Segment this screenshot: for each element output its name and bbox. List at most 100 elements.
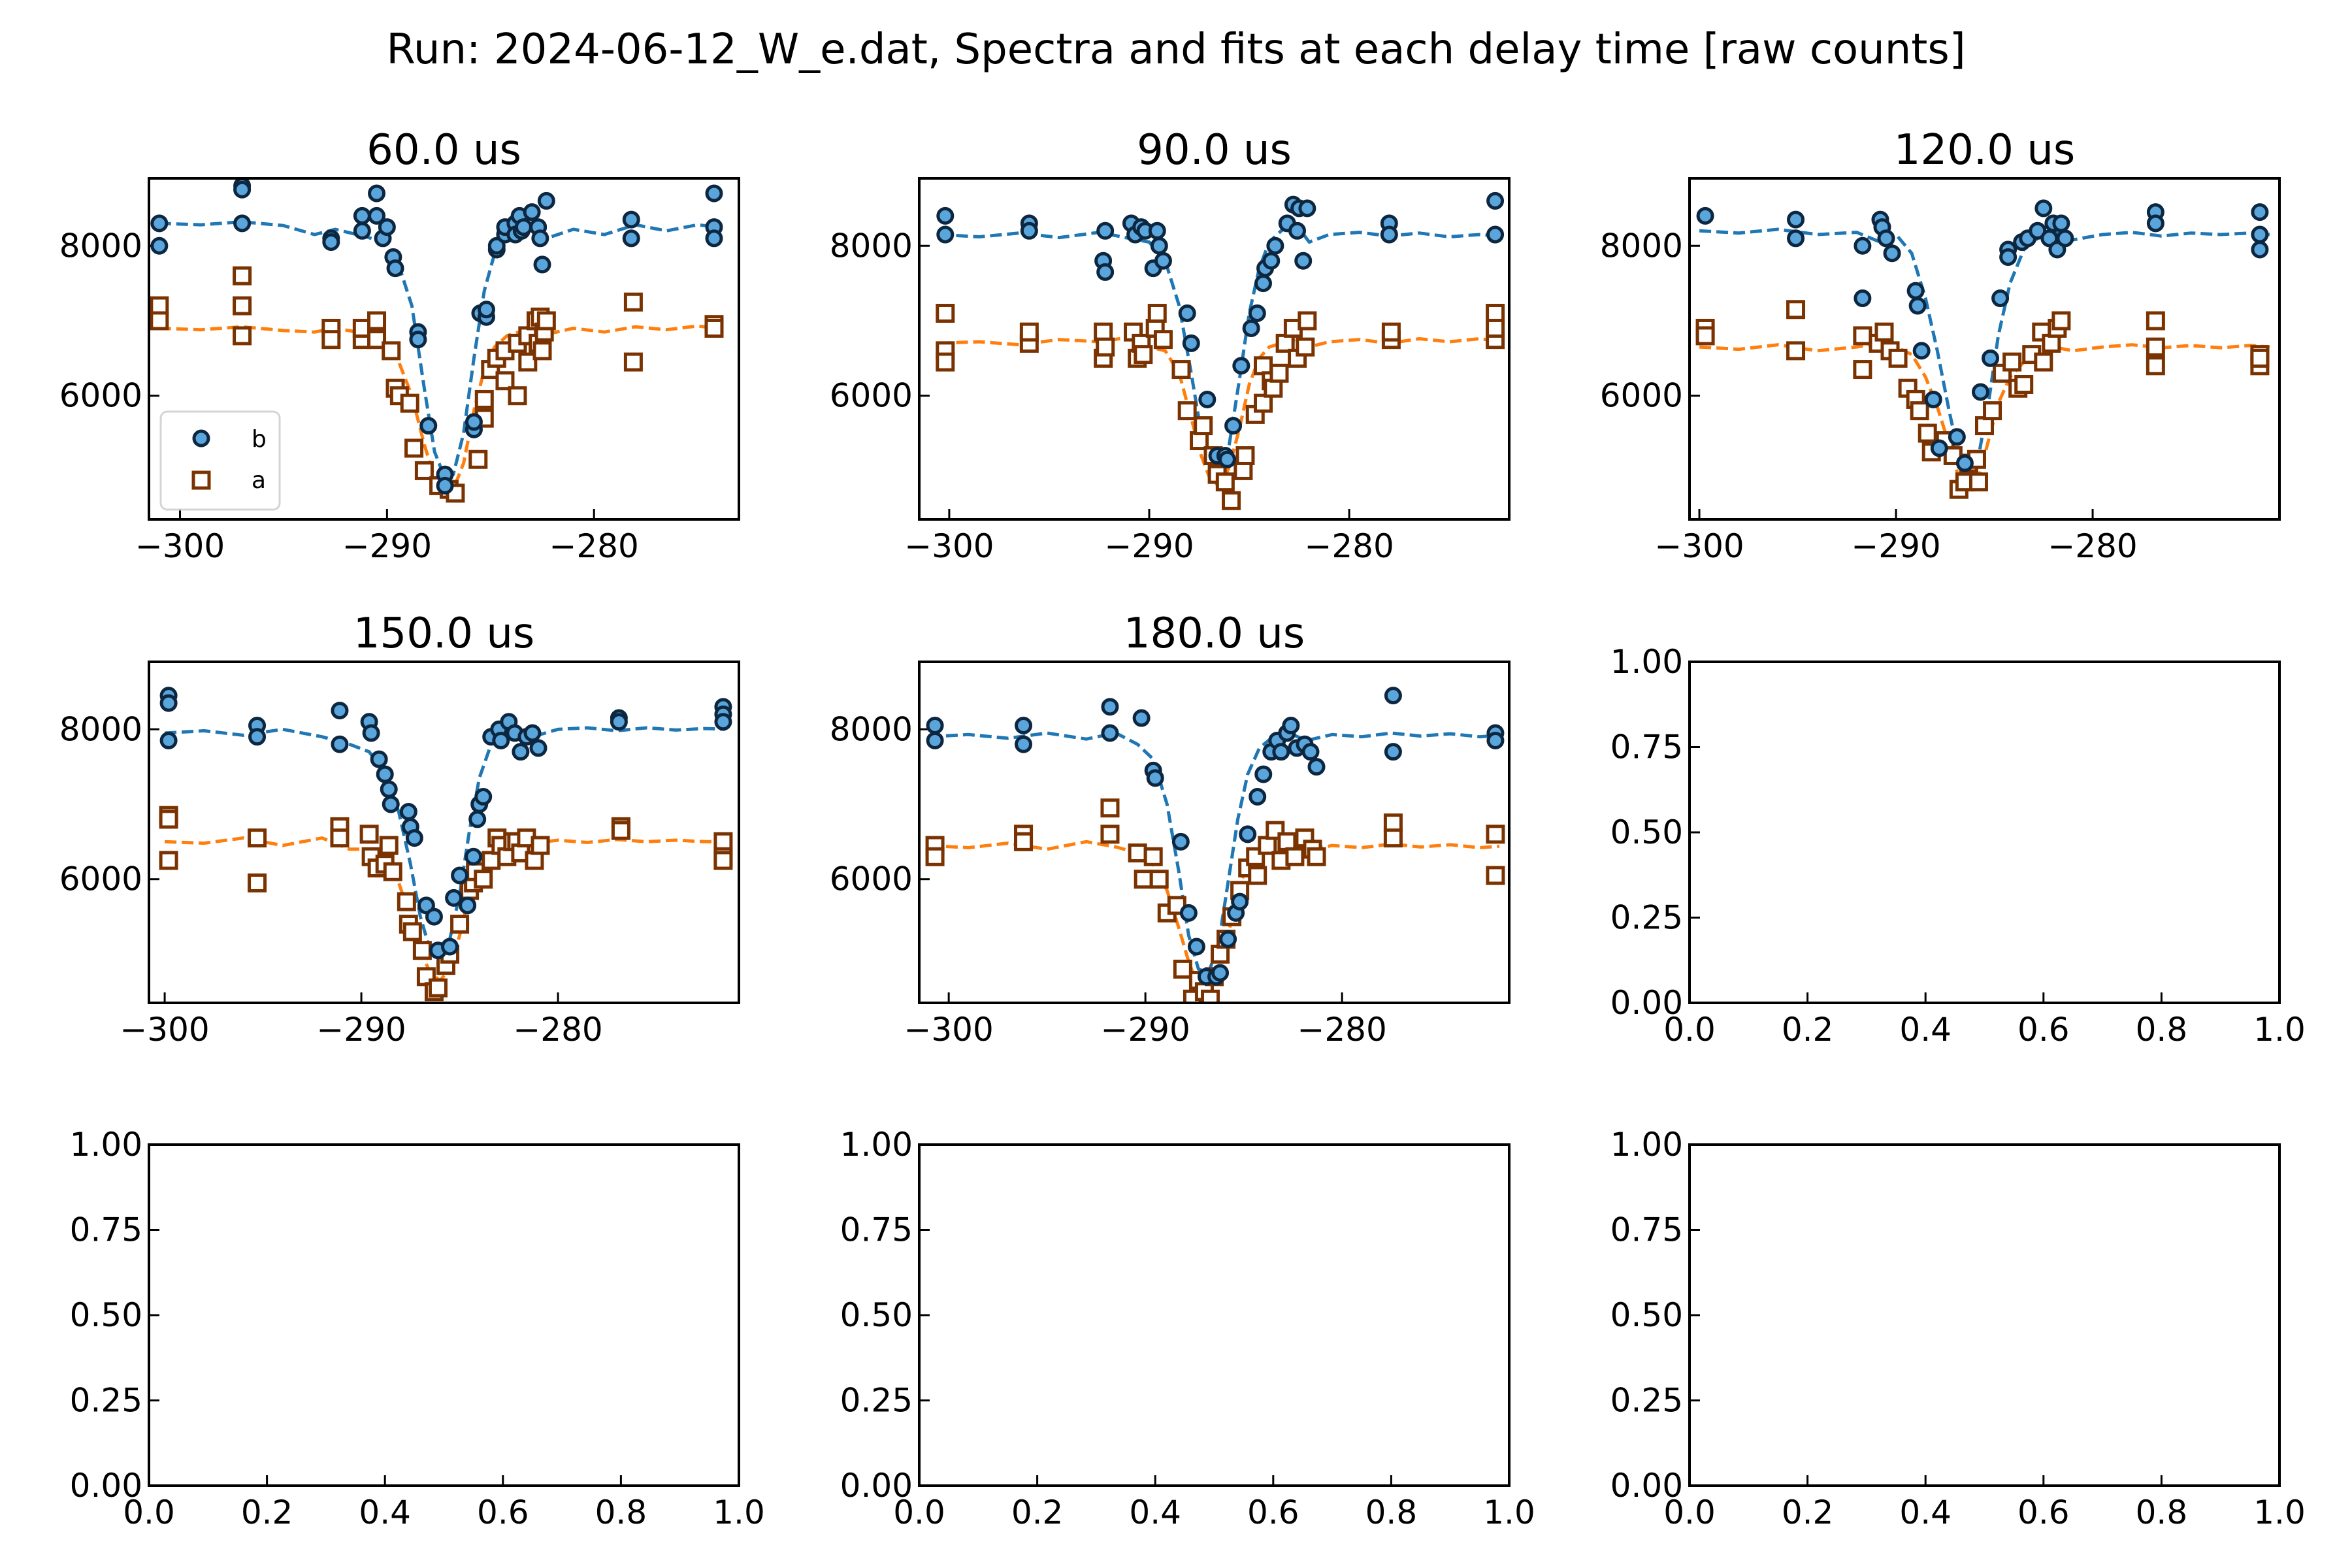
axes-frame (1688, 661, 2281, 1004)
series-b-point (1908, 297, 1927, 315)
series-b-point (1486, 225, 1505, 244)
series-a-point (1171, 360, 1191, 380)
series-b-point (926, 731, 944, 749)
series-a-point (495, 371, 515, 391)
series-a-point (1253, 393, 1273, 413)
series-a-point (704, 318, 724, 338)
series-b-point (451, 866, 469, 885)
x-tick-label: 0.0 (1663, 1011, 1716, 1049)
series-b-point (1231, 892, 1249, 911)
series-a-point (1233, 461, 1253, 480)
axes-frame (918, 661, 1511, 1004)
series-a-point (468, 449, 488, 469)
series-b-point (1101, 724, 1119, 742)
series-a-point (2002, 352, 2022, 372)
series-a-point (248, 828, 267, 848)
series-a-point (404, 438, 424, 458)
series-b-point (1101, 698, 1119, 716)
x-tick-label: 0.2 (1782, 1011, 1834, 1049)
x-tick-label: 0.8 (2136, 1011, 2188, 1049)
y-tick-label: 8000 (830, 227, 913, 265)
x-tick-label: −280 (1304, 527, 1394, 565)
series-a-point (150, 311, 169, 331)
y-tick-label: 0.50 (840, 1296, 913, 1334)
series-a-point (1910, 401, 1929, 421)
plot-area (159, 687, 733, 1002)
series-b-point (487, 237, 506, 255)
series-b-point (1096, 221, 1115, 240)
x-tick-label: 0.6 (2017, 1494, 2070, 1531)
y-tick-label: 0.25 (840, 1382, 913, 1420)
series-a-point (159, 851, 178, 870)
series-a-point (450, 915, 470, 934)
series-a-point (1277, 832, 1297, 851)
series-a-point (936, 352, 955, 372)
series-a-point (1285, 847, 1305, 866)
series-a-point (1173, 959, 1192, 979)
series-a-point (233, 296, 252, 316)
series-b-point (1380, 225, 1398, 244)
series-b-point (1179, 904, 1198, 922)
series-a-point (1874, 322, 1894, 342)
series-b-point (1486, 191, 1505, 210)
series-b-point (1854, 237, 1872, 255)
series-b-point (1242, 319, 1260, 337)
series-a-point (1248, 866, 1267, 885)
x-tick-label: −280 (2048, 527, 2137, 565)
series-a-point (936, 304, 955, 323)
series-a-point (1918, 423, 1937, 443)
panel-title: 90.0 us (1137, 126, 1292, 174)
series-b-point (2251, 203, 2269, 221)
series-a-point (1383, 828, 1403, 848)
series-b-point (1154, 252, 1172, 270)
axes-frame (1688, 177, 2281, 521)
series-a-point (1786, 341, 1806, 361)
series-b-point (610, 713, 628, 731)
series-b-point (322, 233, 340, 252)
series-a-point (1100, 825, 1120, 844)
series-a-point (536, 311, 556, 331)
axes-frame (148, 177, 740, 521)
series-b-point (1262, 252, 1281, 270)
series-a-point (2051, 311, 2071, 331)
y-tick-label: 0.25 (70, 1382, 142, 1420)
series-b-point (445, 889, 463, 907)
series-a-point (233, 266, 252, 286)
y-tick-label: 6000 (830, 860, 913, 898)
x-tick-label: −300 (135, 527, 225, 565)
axes-frame (148, 661, 740, 1004)
x-tick-label: 1.0 (1483, 1494, 1535, 1531)
series-b-point (1148, 221, 1166, 240)
series-b-point (936, 225, 955, 244)
series-b-point (441, 938, 459, 956)
series-a-point (402, 922, 422, 941)
series-a-point (532, 341, 552, 361)
x-tick-label: 0.4 (1899, 1011, 1952, 1049)
series-a-point (2146, 356, 2165, 376)
fit-line-a (159, 324, 719, 495)
series-b-point (468, 810, 487, 828)
series-a-point (150, 296, 169, 316)
series-b-point (331, 702, 349, 720)
series-b-point (425, 907, 443, 926)
y-tick-label: 0.75 (840, 1211, 913, 1249)
series-a-point (1019, 322, 1039, 342)
x-tick-label: 0.0 (1663, 1494, 1716, 1531)
series-b-point (1218, 450, 1236, 468)
fit-line-b (159, 220, 719, 480)
series-a-point (1975, 416, 1994, 436)
figure-suptitle: Run: 2024-06-12_W_e.dat, Spectra and fit… (386, 25, 1965, 74)
series-b-point (2056, 229, 2074, 248)
plot-area (936, 191, 1505, 510)
series-b-point (1239, 825, 1257, 843)
series-b-point (1486, 731, 1505, 749)
legend-label-a: a (252, 467, 266, 494)
series-b-point (1219, 930, 1237, 948)
series-b-point (1015, 735, 1033, 753)
series-b-point (1298, 199, 1316, 218)
x-tick-label: 0.2 (1782, 1494, 1834, 1531)
series-b-point (159, 694, 178, 712)
y-tick-label: 6000 (1600, 377, 1683, 415)
series-b-point (1877, 229, 1895, 248)
series-b-point (936, 206, 955, 225)
